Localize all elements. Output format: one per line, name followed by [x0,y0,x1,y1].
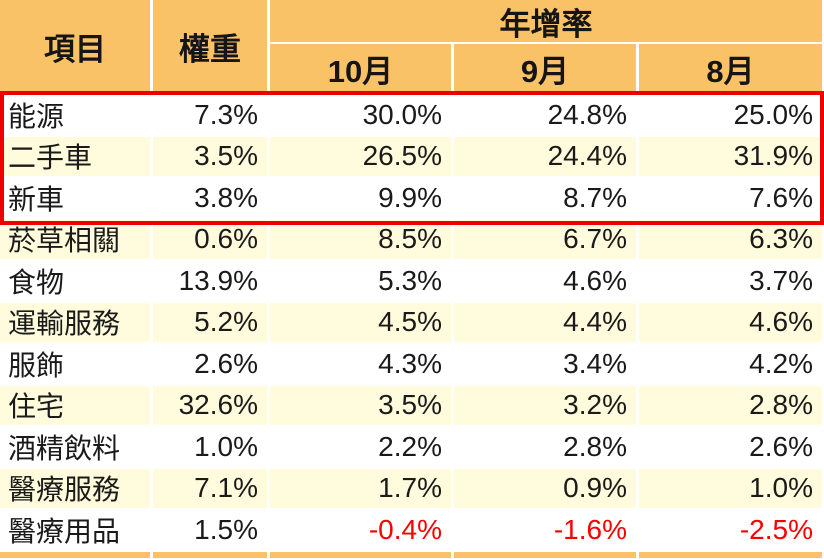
cell-sep: 24.4% [454,136,636,176]
cell-oct: 4.3% [270,344,451,384]
column-header-month-10: 10月 [270,44,451,93]
cell-sep: 2.8% [454,427,636,467]
cell-weight: 13.9% [153,261,267,301]
cell-aug: 1.0% [639,468,822,508]
cell-item: 醫療服務 [0,468,150,508]
bottom-edge-segment [0,551,150,558]
cell-sep: 4.6% [454,261,636,301]
cell-oct: 9.9% [270,178,451,218]
column-header-weight: 權重 [153,0,267,93]
cell-sep: 3.4% [454,344,636,384]
cell-oct: 8.5% [270,219,451,259]
cell-item: 住宅 [0,385,150,425]
cell-sep: 24.8% [454,95,636,135]
bottom-edge-segment [153,551,267,558]
cell-oct: 30.0% [270,95,451,135]
cell-weight: 7.1% [153,468,267,508]
cell-aug: 2.8% [639,385,822,425]
cell-weight: 3.5% [153,136,267,176]
column-header-yoy: 年增率 [270,0,822,42]
cell-sep: 0.9% [454,468,636,508]
cell-item: 食物 [0,261,150,301]
cell-aug: 4.2% [639,344,822,384]
cell-oct: 26.5% [270,136,451,176]
cell-weight: 5.2% [153,302,267,342]
cell-oct: 5.3% [270,261,451,301]
cell-aug: 3.7% [639,261,822,301]
cell-item: 能源 [0,95,150,135]
bottom-edge-segment [454,551,636,558]
cell-item: 酒精飲料 [0,427,150,467]
cell-aug: 25.0% [639,95,822,135]
bottom-edge-segment [270,551,451,558]
column-header-item: 項目 [0,0,150,93]
cell-aug: 31.9% [639,136,822,176]
cell-item: 服飾 [0,344,150,384]
cell-sep: 4.4% [454,302,636,342]
cell-weight: 7.3% [153,95,267,135]
cell-item: 新車 [0,178,150,218]
cell-oct: 4.5% [270,302,451,342]
cell-oct: 3.5% [270,385,451,425]
cell-weight: 1.5% [153,510,267,550]
cell-sep: 3.2% [454,385,636,425]
cell-item: 二手車 [0,136,150,176]
cell-oct: 1.7% [270,468,451,508]
cell-oct: -0.4% [270,510,451,550]
cell-aug: 7.6% [639,178,822,218]
cell-aug: 4.6% [639,302,822,342]
cell-aug: -2.5% [639,510,822,550]
cell-weight: 2.6% [153,344,267,384]
cell-weight: 0.6% [153,219,267,259]
cell-aug: 6.3% [639,219,822,259]
cell-item: 運輸服務 [0,302,150,342]
cell-weight: 3.8% [153,178,267,218]
cell-weight: 1.0% [153,427,267,467]
cell-aug: 2.6% [639,427,822,467]
cell-item: 菸草相關 [0,219,150,259]
cell-sep: -1.6% [454,510,636,550]
bottom-edge-segment [639,551,822,558]
column-header-month-8: 8月 [639,44,822,93]
cell-weight: 32.6% [153,385,267,425]
cell-sep: 8.7% [454,178,636,218]
cell-oct: 2.2% [270,427,451,467]
column-header-month-9: 9月 [454,44,636,93]
cell-sep: 6.7% [454,219,636,259]
cell-item: 醫療用品 [0,510,150,550]
